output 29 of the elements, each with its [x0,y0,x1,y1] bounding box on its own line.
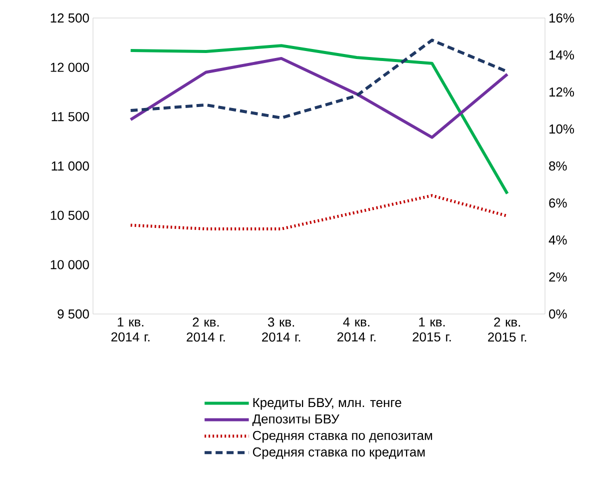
y-tick-label: 12 000 [50,62,89,72]
y2-tick-label: 8% [549,161,567,171]
line-series [129,44,509,196]
y2-tick-label: 10% [550,124,574,134]
y-tick-label: 11 500 [52,112,89,122]
x-tick-label: 2 кв. 2015 г. [488,318,526,342]
y2-tick-label: 6% [549,198,567,208]
x-tick-label: 4 кв. 2014 г. [337,318,376,342]
y2-tick-label: 12% [550,87,574,97]
x-tick-label: 3 кв. 2014 г. [262,318,300,342]
y2-tick-label: 2% [549,272,567,282]
y2-tick-label: 14% [550,50,574,60]
legend-label: Средняя ставка по кредитам [252,447,425,460]
legend-label: Кредиты БВУ, млн. тенге [253,398,402,410]
line-series [129,194,509,230]
y-tick-label: 11 000 [52,161,89,171]
y2-tick-label: 4% [548,235,567,245]
legend-label: Средняя ставка по депозитам [252,430,432,443]
y-tick-label: 9 500 [58,309,89,319]
y2-tick-label: 16% [550,13,574,23]
x-tick-label: 2 кв. 2014 г. [186,318,225,342]
line-series [129,56,509,139]
legend-label: Депозиты БВУ [252,414,340,426]
x-tick-label: 1 кв. 2014 г. [111,318,150,342]
y2-tick-label: 0% [549,309,567,319]
y-tick-label: 10 000 [50,260,89,270]
y-tick-label: 10 500 [50,210,89,220]
x-tick-label: 1 кв. 2015 г. [412,318,451,342]
y-tick-label: 12 500 [50,13,89,23]
